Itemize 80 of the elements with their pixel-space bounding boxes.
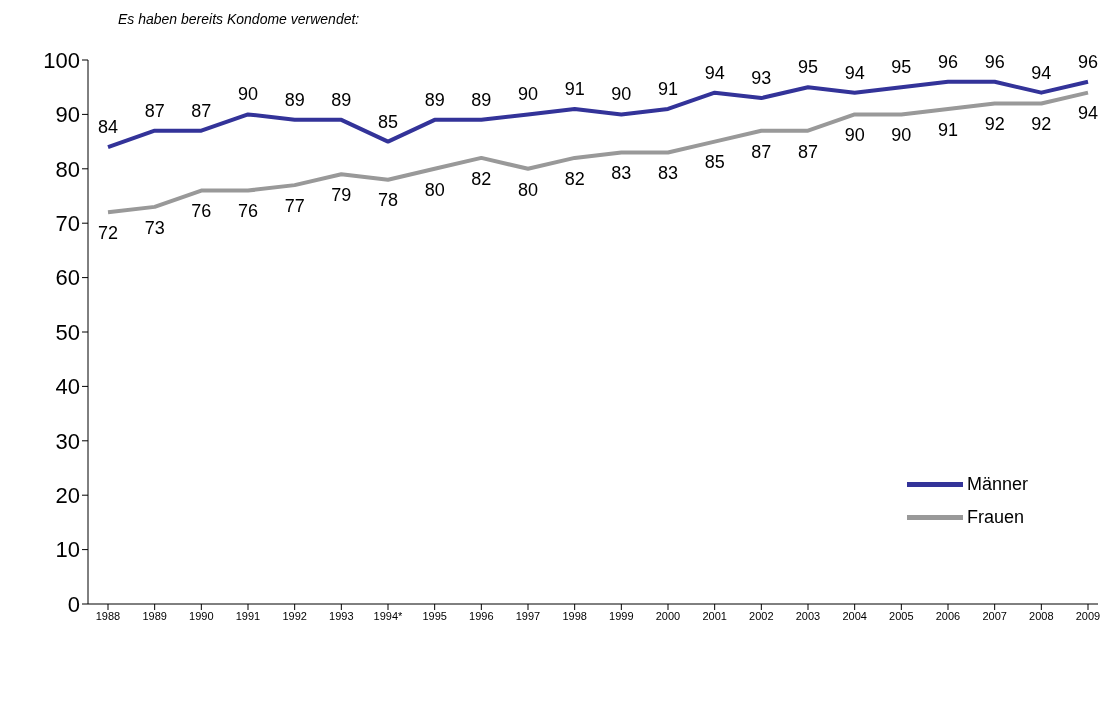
x-tick-label: 2005 <box>889 609 914 622</box>
legend-label: Männer <box>966 474 1028 495</box>
data-label: 94 <box>1031 62 1052 83</box>
y-tick-label: 0 <box>67 591 80 617</box>
data-label: 92 <box>1031 114 1052 135</box>
data-label: 95 <box>797 57 819 78</box>
data-label: 94 <box>704 62 725 83</box>
x-tick-label: 2008 <box>1029 609 1054 622</box>
data-label: 94 <box>844 62 865 83</box>
x-tick-label: 2004 <box>842 609 867 622</box>
data-label: 90 <box>517 84 539 105</box>
x-tick-label: 1996 <box>469 609 494 622</box>
data-label: 96 <box>937 51 959 72</box>
data-label: 95 <box>891 57 912 78</box>
legend-label: Frauen <box>966 507 1025 528</box>
data-label: 91 <box>564 78 585 99</box>
data-label: 87 <box>797 141 819 162</box>
chart-title: Es haben bereits Kondome verwendet: <box>118 10 361 29</box>
y-tick-label: 100 <box>43 47 80 73</box>
data-label: 77 <box>284 195 305 216</box>
x-tick-label: 1988 <box>95 609 121 622</box>
x-tick-label: 2000 <box>655 609 681 622</box>
data-label: 94 <box>1077 103 1099 124</box>
y-tick-label: 20 <box>55 483 80 509</box>
data-label: 78 <box>377 190 399 211</box>
data-label: 92 <box>984 114 1005 135</box>
x-tick-label: 1991 <box>235 609 261 622</box>
data-label: 76 <box>191 201 212 222</box>
x-tick-label: 1999 <box>609 609 634 622</box>
data-label: 91 <box>657 78 679 99</box>
data-label: 84 <box>97 117 119 138</box>
x-tick-label: 2007 <box>982 609 1007 622</box>
x-tick-label: 1990 <box>189 609 214 622</box>
data-label: 80 <box>424 179 445 200</box>
data-label: 89 <box>424 89 445 110</box>
data-label: 89 <box>331 89 352 110</box>
x-tick-label: 1997 <box>515 609 541 622</box>
data-label: 87 <box>751 141 772 162</box>
data-label: 96 <box>1077 51 1099 72</box>
data-label: 90 <box>237 84 259 105</box>
x-tick-label: 2002 <box>749 609 774 622</box>
y-tick-label: 40 <box>55 374 80 400</box>
data-label: 83 <box>611 163 632 184</box>
y-tick-label: 10 <box>55 537 80 563</box>
x-tick-label: 1998 <box>562 609 587 622</box>
data-label: 76 <box>237 201 259 222</box>
x-tick-label: 2001 <box>702 609 727 622</box>
y-tick-label: 90 <box>55 102 80 128</box>
data-label: 87 <box>191 100 212 121</box>
data-label: 73 <box>144 217 165 238</box>
y-tick-label: 50 <box>55 319 80 345</box>
data-label: 79 <box>331 185 352 206</box>
data-label: 91 <box>937 119 959 140</box>
x-tick-label: 1995 <box>422 609 447 622</box>
data-label: 85 <box>704 152 725 173</box>
data-label: 85 <box>377 111 399 132</box>
y-tick-label: 80 <box>55 156 80 182</box>
data-label: 93 <box>751 68 772 89</box>
x-tick-label: 1992 <box>282 609 307 622</box>
data-label: 90 <box>891 125 912 146</box>
x-tick-label: 2006 <box>935 609 961 622</box>
data-label: 90 <box>844 125 865 146</box>
data-label: 89 <box>284 89 305 110</box>
x-tick-label: 2003 <box>795 609 821 622</box>
data-label: 72 <box>97 223 119 244</box>
x-tick-label: 1993 <box>329 609 354 622</box>
x-tick-label: 2009 <box>1075 609 1101 622</box>
y-tick-label: 30 <box>55 428 80 454</box>
data-label: 83 <box>657 163 679 184</box>
data-label: 80 <box>517 179 539 200</box>
data-label: 89 <box>471 89 492 110</box>
x-tick-label: 1994* <box>373 609 404 622</box>
x-tick-label: 1989 <box>142 609 167 622</box>
data-label: 87 <box>144 100 165 121</box>
data-label: 82 <box>564 168 585 189</box>
data-label: 90 <box>611 84 632 105</box>
y-tick-label: 60 <box>55 265 80 291</box>
y-tick-label: 70 <box>55 211 80 237</box>
data-label: 82 <box>471 168 492 189</box>
data-label: 96 <box>984 51 1005 72</box>
